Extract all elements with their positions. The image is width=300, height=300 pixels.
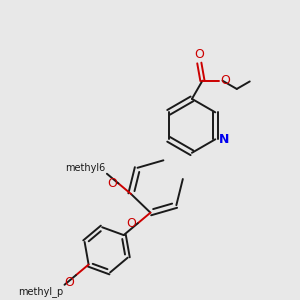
Text: methyl_p: methyl_p: [18, 286, 63, 297]
Text: O: O: [194, 48, 204, 61]
Text: O: O: [220, 74, 230, 87]
Text: O: O: [64, 276, 74, 289]
Text: O: O: [126, 217, 136, 230]
Text: methyl6: methyl6: [65, 163, 106, 172]
Text: O: O: [107, 177, 117, 190]
Text: N: N: [219, 133, 229, 146]
